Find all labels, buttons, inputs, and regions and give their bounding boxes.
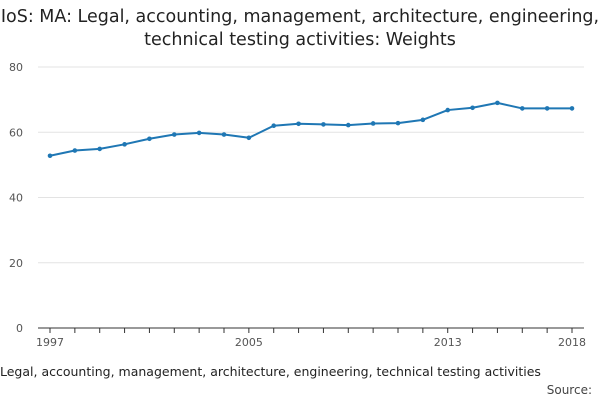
chart-title: IoS: MA: Legal, accounting, management, …: [0, 7, 600, 50]
data-point: [271, 123, 277, 129]
data-point: [420, 117, 426, 123]
data-point: [246, 135, 252, 141]
data-point: [569, 106, 575, 111]
series-layer: [47, 100, 575, 159]
data-point: [122, 142, 127, 147]
x-axis-ticks: 1997 2005 2013 2018: [36, 328, 586, 349]
data-point: [445, 107, 451, 113]
y-tick-label: 0: [16, 322, 23, 335]
x-tick-label: 2005: [235, 336, 263, 349]
data-point: [370, 121, 376, 126]
data-point: [147, 136, 152, 142]
data-point: [97, 146, 103, 152]
data-point: [221, 132, 227, 137]
y-tick-label: 40: [9, 192, 23, 205]
data-point: [196, 130, 202, 136]
y-tick-label: 20: [9, 257, 23, 270]
x-tick-label: 2013: [434, 336, 462, 349]
series-line: [49, 101, 572, 157]
y-axis-ticks: 0 20 40 60 80: [9, 61, 23, 335]
y-tick-label: 60: [9, 126, 23, 139]
data-point: [519, 106, 525, 111]
data-point: [544, 106, 550, 111]
data-point: [321, 122, 326, 127]
data-point: [72, 148, 78, 153]
y-tick-label: 80: [9, 61, 23, 74]
data-point: [495, 100, 500, 106]
x-tick-label: 1997: [36, 336, 64, 349]
source-label: Source:: [546, 383, 592, 397]
gridlines: [38, 66, 584, 264]
data-point: [47, 153, 53, 159]
data-point: [171, 132, 177, 137]
series-legend-label: Legal, accounting, management, architect…: [0, 364, 541, 379]
x-tick-label: 2018: [558, 336, 586, 349]
data-point: [345, 122, 351, 128]
data-point: [470, 105, 475, 111]
data-point: [395, 120, 401, 126]
data-point: [296, 121, 301, 127]
